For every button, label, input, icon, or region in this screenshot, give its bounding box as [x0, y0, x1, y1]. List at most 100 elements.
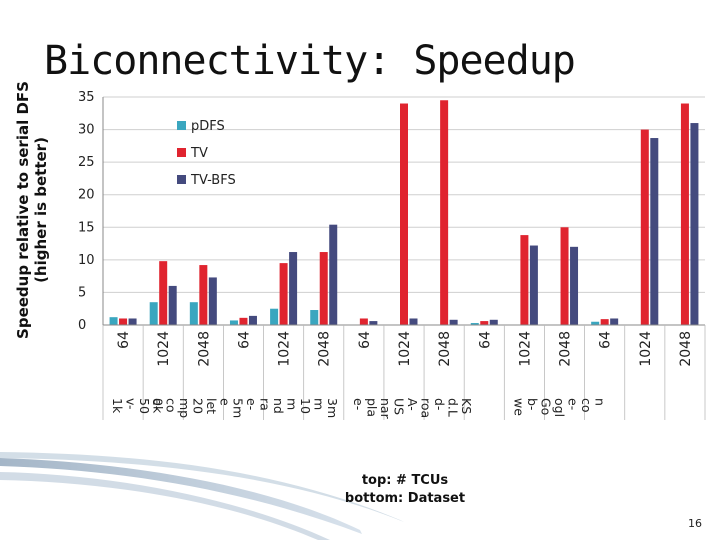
bar-TV-BFS — [248, 315, 257, 325]
dataset-label: 3m — [325, 398, 340, 418]
dataset-label: ogl — [552, 398, 567, 417]
dataset-label: d- — [432, 398, 447, 410]
x-tick-label: 64 — [236, 331, 252, 349]
x-tick-label: 1024 — [277, 331, 293, 367]
caption-line1: top: # TCUs — [361, 473, 449, 488]
bar-TV-BFS — [289, 252, 298, 325]
bar-pDFS — [270, 308, 279, 325]
dataset-label: e — [218, 398, 233, 406]
dataset-label: e- — [244, 398, 259, 410]
bar-TV-BFS — [650, 138, 659, 325]
bar-TV — [319, 252, 328, 325]
slide-decoration — [0, 452, 404, 540]
legend-label-TV-BFS: TV-BFS — [190, 173, 236, 188]
x-tick-label: 2048 — [437, 331, 453, 367]
dataset-label: we — [511, 398, 526, 416]
x-tick-label: 2048 — [317, 331, 333, 367]
bar-TV-BFS — [690, 123, 699, 325]
chart-caption: top: # TCUs bottom: Dataset — [330, 472, 480, 508]
dataset-label: 10 — [298, 398, 313, 414]
legend-label-pDFS: pDFS — [191, 119, 225, 134]
dataset-label: 5m — [230, 398, 245, 418]
bar-TV-BFS — [168, 285, 177, 325]
y-tick-label: 0 — [78, 318, 86, 333]
x-tick-label: 2048 — [558, 331, 574, 367]
bar-TV — [640, 129, 649, 325]
dataset-label: roa — [418, 398, 433, 418]
bar-TV-BFS — [329, 224, 338, 325]
bar-pDFS — [591, 321, 600, 325]
caption-line2: bottom: Dataset — [344, 491, 466, 506]
dataset-label: e- — [351, 398, 366, 410]
bar-TV — [560, 227, 569, 325]
legend-swatch-TV — [177, 148, 186, 157]
dataset-label: mp — [177, 398, 192, 418]
bar-TV — [199, 265, 208, 325]
page-number: 16 — [688, 517, 702, 530]
bar-TV — [159, 261, 168, 325]
x-tick-label: 1024 — [397, 331, 413, 367]
bar-pDFS — [470, 323, 479, 325]
bar-TV-BFS — [409, 318, 418, 325]
dataset-label: d.L — [445, 398, 460, 417]
x-tick-label: 64 — [598, 331, 614, 349]
dataset-label: co — [164, 398, 179, 413]
bar-TV — [400, 103, 408, 325]
y-tick-label: 20 — [78, 188, 95, 203]
bar-TV-BFS — [128, 318, 137, 325]
x-tick-label: 2048 — [678, 331, 694, 367]
bar-TV — [680, 103, 689, 325]
y-tick-label: 15 — [78, 220, 95, 235]
bar-pDFS — [109, 317, 118, 325]
bar-TV — [440, 100, 449, 325]
bar-TV — [239, 317, 248, 325]
bar-TV — [359, 318, 368, 325]
x-tick-label: 1024 — [156, 331, 172, 367]
bars — [109, 100, 699, 325]
bar-TV-BFS — [369, 321, 378, 325]
y-axis-label-line1: Speedup relative to serial DFS — [14, 81, 32, 339]
bar-TV-BFS — [610, 318, 619, 325]
dataset-label: co — [579, 398, 594, 413]
bar-TV — [119, 318, 128, 325]
dataset-label: m — [311, 398, 326, 410]
bar-TV-BFS — [449, 319, 458, 325]
legend-swatch-TV-BFS — [177, 175, 186, 184]
dataset-label: m — [284, 398, 299, 410]
x-tick-label: 64 — [357, 331, 373, 349]
x-tick-label: 64 — [116, 331, 132, 349]
y-tick-label: 10 — [78, 253, 95, 268]
bar-TV — [600, 319, 609, 325]
dataset-label: ra — [257, 398, 272, 411]
bar-pDFS — [149, 302, 158, 325]
y-tick-label: 30 — [78, 123, 95, 138]
bar-TV-BFS — [570, 246, 579, 325]
dataset-label: v- — [124, 398, 139, 410]
legend-label-TV: TV — [190, 146, 208, 161]
y-tick-label: 5 — [78, 285, 86, 300]
y-axis-label-line2: (higher is better) — [32, 137, 50, 283]
x-tick-label: 1024 — [638, 331, 654, 367]
dataset-label: US — [391, 398, 406, 415]
bar-pDFS — [229, 320, 238, 325]
y-axis-label: Speedup relative to serial DFS (higher i… — [14, 81, 50, 339]
dataset-label: 1k — [110, 398, 125, 414]
bar-TV-BFS — [208, 277, 217, 325]
y-tick-label: 35 — [78, 90, 95, 105]
bar-TV — [480, 321, 489, 325]
dataset-label: e- — [565, 398, 580, 410]
dataset-label: 50 — [137, 398, 152, 414]
dataset-label: 20 — [191, 398, 206, 414]
y-axis-label-container: Speedup relative to serial DFS (higher i… — [0, 0, 60, 360]
dataset-label: nar — [378, 398, 393, 420]
dataset-label: Go — [538, 398, 553, 415]
bar-pDFS — [189, 302, 198, 325]
bar-pDFS — [310, 310, 319, 325]
bar-TV-BFS — [489, 319, 498, 325]
dataset-label: nd — [271, 398, 286, 414]
bar-TV — [520, 235, 529, 325]
slide-title: Biconnectivity: Speedup — [44, 38, 576, 84]
dataset-label: A- — [405, 398, 420, 411]
dataset-label: let — [204, 398, 219, 414]
